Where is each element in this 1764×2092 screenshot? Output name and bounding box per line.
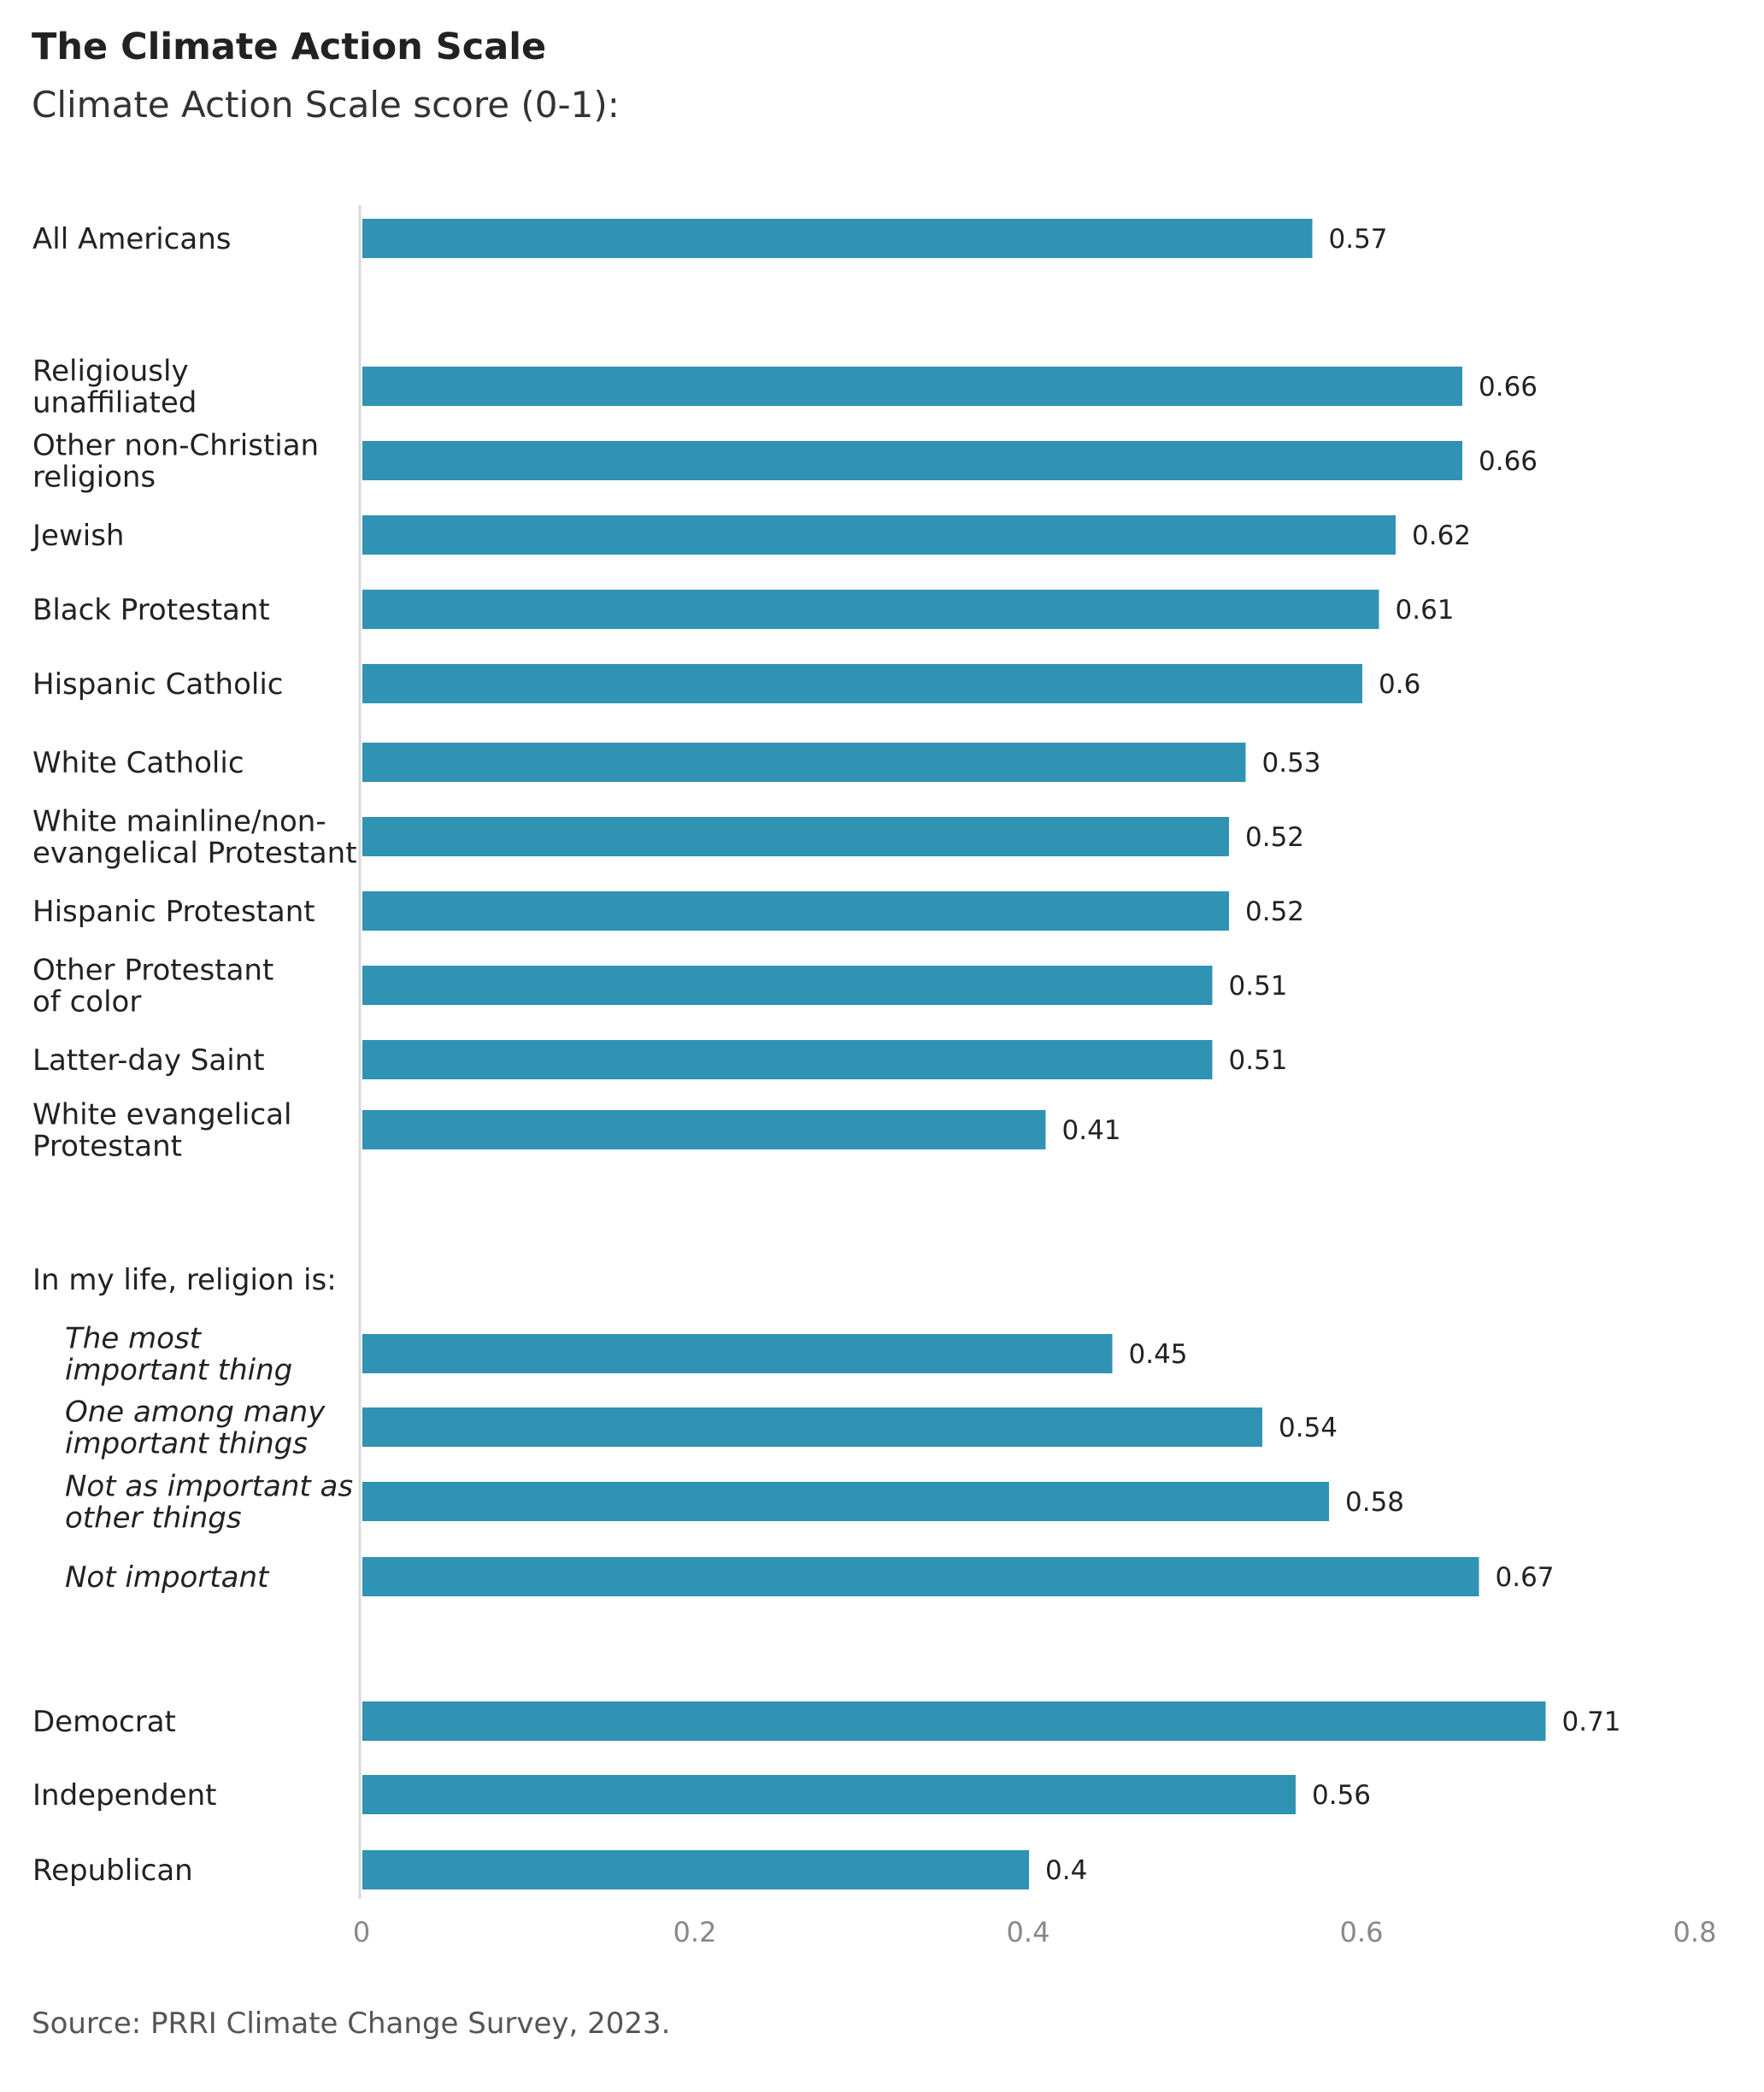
category-label: Other Protestant <box>32 954 273 988</box>
category-label: important things <box>65 1427 308 1461</box>
category-label: Hispanic Catholic <box>32 667 283 702</box>
category-label: White evangelical <box>32 1098 291 1132</box>
value-label: 0.58 <box>1345 1487 1404 1518</box>
bar <box>362 1407 1262 1447</box>
value-label: 0.45 <box>1129 1339 1188 1370</box>
value-label: 0.51 <box>1229 971 1288 1002</box>
bar <box>362 1110 1046 1149</box>
category-label: religions <box>32 461 156 495</box>
category-label: Democrat <box>32 1705 176 1739</box>
bar <box>362 1701 1546 1741</box>
value-label: 0.66 <box>1479 372 1538 403</box>
section-label: In my life, religion is: <box>32 1263 337 1297</box>
category-label: Other non-Christian <box>32 429 319 463</box>
bar <box>362 590 1379 629</box>
bar <box>362 1482 1329 1521</box>
category-label: White Catholic <box>32 746 244 780</box>
value-label: 0.51 <box>1229 1045 1288 1076</box>
value-label: 0.56 <box>1312 1780 1371 1811</box>
bar <box>362 817 1229 856</box>
chart-title: The Climate Action Scale <box>32 26 547 68</box>
category-label: Latter-day Saint <box>32 1043 265 1078</box>
bar <box>362 441 1462 480</box>
category-label: All Americans <box>32 222 231 256</box>
category-label: The most <box>65 1322 203 1356</box>
x-tick-label: 0 <box>353 1916 370 1948</box>
value-label: 0.57 <box>1329 224 1388 255</box>
value-label: 0.71 <box>1562 1707 1621 1737</box>
value-label: 0.66 <box>1479 446 1538 477</box>
category-label: Independent <box>32 1778 217 1813</box>
category-label: White mainline/non- <box>32 805 326 839</box>
category-label: Religiously <box>32 355 189 389</box>
value-label: 0.62 <box>1412 520 1471 551</box>
x-tick-label: 0.4 <box>1007 1916 1050 1948</box>
category-label: important thing <box>65 1354 292 1388</box>
category-label: other things <box>65 1501 242 1536</box>
category-label: Hispanic Protestant <box>32 895 315 929</box>
category-label: One among many <box>65 1396 326 1430</box>
category-label: Protestant <box>32 1130 182 1164</box>
bar <box>362 1775 1296 1814</box>
category-label: Republican <box>32 1854 193 1888</box>
bar <box>362 367 1462 406</box>
bar <box>362 1557 1479 1596</box>
value-label: 0.67 <box>1496 1562 1555 1593</box>
bar <box>362 664 1362 703</box>
category-label: unaffiliated <box>32 386 197 420</box>
x-tick-label: 0.6 <box>1340 1916 1384 1948</box>
bar <box>362 891 1229 931</box>
value-label: 0.53 <box>1262 748 1321 779</box>
bar <box>362 219 1313 258</box>
value-label: 0.6 <box>1379 669 1420 700</box>
chart-subtitle: Climate Action Scale score (0-1): <box>32 84 620 126</box>
chart-source: Source: PRRI Climate Change Survey, 2023… <box>32 2007 671 2041</box>
value-label: 0.52 <box>1245 896 1304 927</box>
bar <box>362 966 1213 1005</box>
category-label: Black Protestant <box>32 593 270 627</box>
value-label: 0.52 <box>1245 822 1304 853</box>
bar <box>362 743 1246 782</box>
x-tick-label: 0.2 <box>673 1916 717 1948</box>
bar <box>362 1850 1029 1889</box>
bar <box>362 1040 1213 1079</box>
bar <box>362 1334 1113 1373</box>
x-tick-label: 0.8 <box>1673 1916 1717 1948</box>
value-label: 0.54 <box>1279 1413 1338 1443</box>
value-label: 0.4 <box>1045 1855 1087 1886</box>
bar <box>362 515 1396 555</box>
category-label: Not important <box>65 1560 270 1595</box>
category-label: Not as important as <box>65 1470 353 1504</box>
category-label: of color <box>32 985 141 1020</box>
value-label: 0.41 <box>1062 1115 1121 1146</box>
value-label: 0.61 <box>1396 595 1455 626</box>
category-label: evangelical Protestant <box>32 837 357 871</box>
category-label: Jewish <box>31 519 124 553</box>
